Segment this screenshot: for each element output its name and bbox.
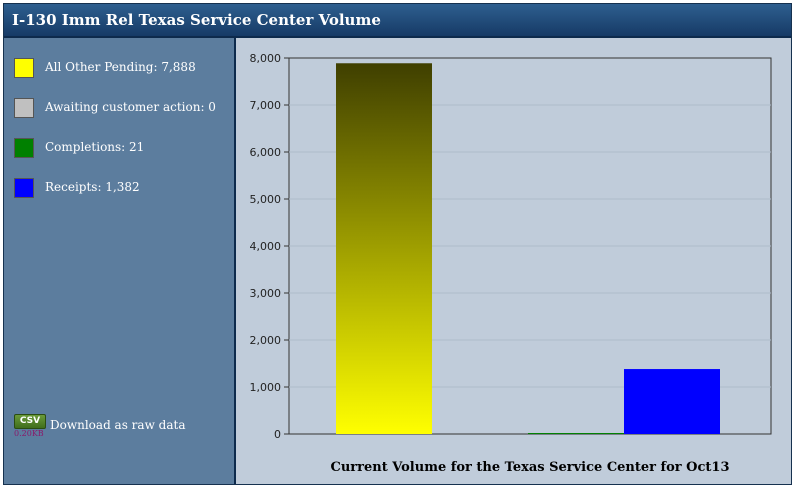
bars xyxy=(336,63,720,435)
bar-chart: 0 1,000 2,000 3,000 4,000 5,000 6,000 7,000 8,00… xyxy=(250,52,772,475)
csv-icon[interactable]: CSV xyxy=(14,414,46,429)
csv-file-size: 0.20KB xyxy=(14,429,44,438)
chart-widget-title: I-130 Imm Rel Texas Service Center Volum… xyxy=(12,11,381,29)
legend-swatch xyxy=(14,138,34,158)
legend-swatch xyxy=(14,178,34,198)
download-raw-data-link[interactable]: Download as raw data xyxy=(50,418,186,432)
y-tick-label: 8,000 xyxy=(250,52,282,65)
chart-widget: I-130 Imm Rel Texas Service Center Volum… xyxy=(3,3,792,485)
y-tick-label: 5,000 xyxy=(250,193,282,206)
y-tick-label: 6,000 xyxy=(250,146,282,159)
legend-label: Awaiting customer action: 0 xyxy=(45,100,216,114)
y-tick-label: 1,000 xyxy=(250,381,282,394)
bar-completions[interactable] xyxy=(528,433,624,435)
legend-swatch xyxy=(14,58,34,78)
chart-title: Current Volume for the Texas Service Cen… xyxy=(330,460,729,475)
bar-receipts[interactable] xyxy=(624,369,720,434)
legend-label: Receipts: 1,382 xyxy=(45,180,140,194)
y-tick-label: 2,000 xyxy=(250,334,282,347)
chart-area: 0 1,000 2,000 3,000 4,000 5,000 6,000 7,000 8,00… xyxy=(236,38,789,484)
download-csv-link[interactable]: CSV 0.20KB Download as raw data xyxy=(14,414,224,444)
title-bar: I-130 Imm Rel Texas Service Center Volum… xyxy=(4,4,791,38)
y-tick-label: 7,000 xyxy=(250,99,282,112)
legend-panel: All Other Pending: 7,888 Awaiting custom… xyxy=(4,38,236,484)
y-tick-label: 4,000 xyxy=(250,240,282,253)
legend-label: All Other Pending: 7,888 xyxy=(45,60,196,74)
legend-swatch xyxy=(14,98,34,118)
bar-all-other-pending[interactable] xyxy=(336,63,432,434)
y-axis-ticks: 0 1,000 2,000 3,000 4,000 5,000 6,000 7,000 8,00… xyxy=(250,52,289,441)
legend-label: Completions: 21 xyxy=(45,140,145,154)
y-tick-label: 3,000 xyxy=(250,287,282,300)
y-tick-label: 0 xyxy=(274,428,281,441)
